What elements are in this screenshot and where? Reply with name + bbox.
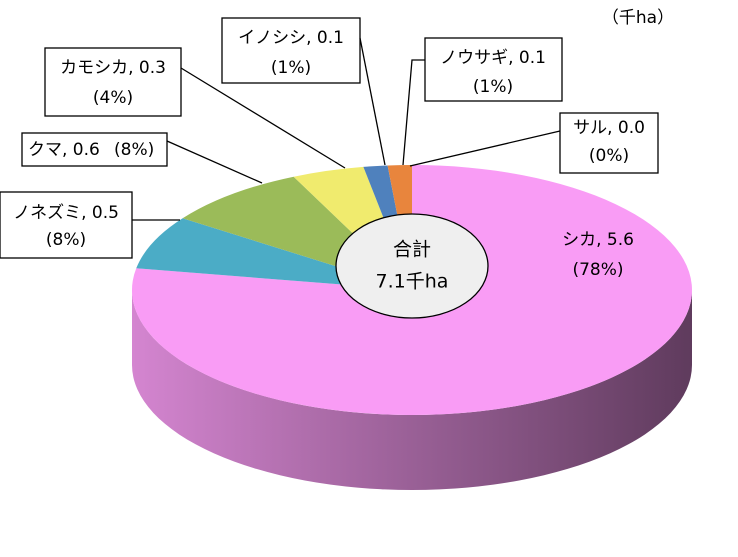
- data-label: カモシカ, 0.3: [60, 58, 166, 78]
- label-box: [0, 191, 133, 259]
- unit-label: （千ha）: [602, 8, 674, 28]
- percent-label: (1%): [473, 77, 513, 97]
- label-box: [424, 37, 563, 102]
- percent-label: (8%): [46, 230, 86, 250]
- label-box: [559, 112, 659, 174]
- percent-label: (78%): [572, 260, 623, 280]
- percent-label: (0%): [589, 146, 629, 166]
- percent-label: (1%): [271, 58, 311, 78]
- data-label: サル, 0.0: [573, 118, 645, 138]
- label-box: [21, 132, 168, 167]
- center-total: 7.1千ha: [376, 271, 449, 293]
- center-title: 合計: [393, 239, 431, 261]
- percent-label: (4%): [93, 88, 133, 108]
- leader-line: [180, 67, 346, 169]
- data-label: イノシシ, 0.1: [238, 28, 344, 48]
- pie-side: [132, 290, 692, 490]
- data-label: クマ, 0.6: [28, 140, 100, 160]
- leader-line: [409, 130, 561, 167]
- label-box: [221, 17, 361, 84]
- data-label: シカ, 5.6: [562, 230, 634, 250]
- label-box: [44, 47, 182, 117]
- data-label: ノネズミ, 0.5: [13, 203, 119, 223]
- center-ellipse: [335, 213, 489, 319]
- data-label: ノウサギ, 0.1: [440, 48, 546, 68]
- leader-line: [166, 140, 263, 184]
- leader-line: [359, 37, 386, 166]
- leader-line: [402, 59, 425, 166]
- percent-label: (8%): [114, 140, 154, 160]
